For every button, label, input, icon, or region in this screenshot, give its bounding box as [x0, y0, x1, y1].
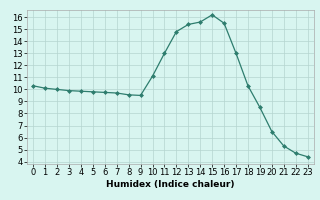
X-axis label: Humidex (Indice chaleur): Humidex (Indice chaleur)	[106, 180, 235, 189]
